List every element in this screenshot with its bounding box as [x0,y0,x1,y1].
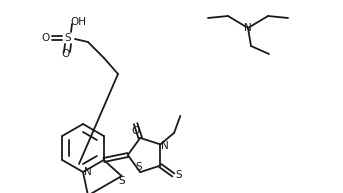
Text: S: S [175,170,181,180]
Text: S: S [65,33,71,43]
Text: N: N [84,167,92,177]
Text: O: O [62,49,70,59]
Text: S: S [118,176,125,186]
Text: N: N [244,23,252,33]
Text: O: O [131,126,140,136]
Text: S: S [135,162,142,172]
Text: O: O [42,33,50,43]
Text: OH: OH [70,17,86,27]
Text: N: N [162,141,169,152]
